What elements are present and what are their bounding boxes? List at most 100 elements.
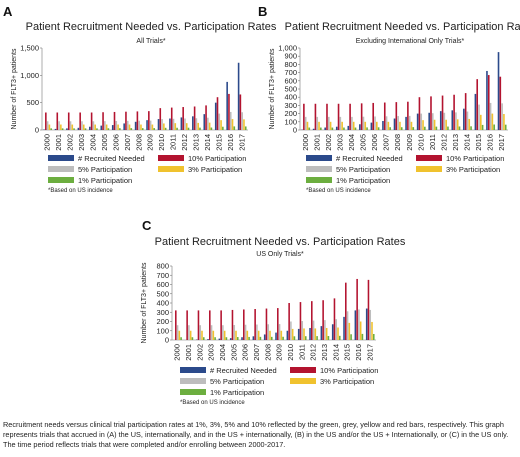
x-tick-label: 2004 — [218, 344, 227, 361]
bar-p5 — [104, 121, 106, 130]
x-tick-label: 2008 — [134, 134, 143, 151]
bar-p5 — [188, 325, 190, 340]
legend-label: # Recruited Needed — [336, 154, 403, 163]
bar-recruited — [393, 118, 396, 130]
bar-p10 — [216, 97, 219, 130]
bar-p10 — [228, 93, 230, 130]
bar-p1 — [308, 127, 311, 130]
chart-subtitle: Excluding International Only Trials* — [356, 38, 465, 45]
bar-p10 — [197, 310, 200, 340]
bar-p1 — [222, 126, 224, 130]
x-tick-label: 2014 — [331, 344, 340, 361]
bar-p1 — [366, 127, 368, 130]
bar-p1 — [236, 337, 239, 340]
bar-recruited — [331, 324, 334, 340]
bar-p10 — [148, 111, 150, 130]
bar-p10 — [56, 112, 59, 130]
bar-p5 — [324, 320, 326, 340]
bar-recruited — [297, 328, 300, 340]
legend-swatch-p1 — [48, 177, 74, 183]
y-tick-label: 500 — [284, 85, 297, 94]
bar-p1 — [141, 128, 144, 130]
y-tick-label: 200 — [156, 317, 169, 326]
bar-p1 — [504, 124, 507, 130]
x-tick-label: 2016 — [354, 344, 363, 361]
bar-recruited — [382, 120, 384, 130]
bar-p5 — [351, 116, 353, 130]
bar-p5 — [92, 121, 95, 130]
legend-label: 3% Participation — [320, 377, 374, 386]
bar-p1 — [61, 128, 64, 130]
x-tick-label: 2017 — [365, 344, 374, 361]
bar-p10 — [441, 95, 444, 130]
bar-recruited — [207, 339, 209, 340]
legend-swatch-p1 — [306, 177, 332, 183]
bar-p3 — [318, 121, 320, 130]
bar-p3 — [503, 114, 505, 130]
bar-recruited — [370, 122, 373, 130]
legend-swatch-recruited — [180, 367, 206, 373]
bar-p5 — [466, 111, 469, 130]
bar-p3 — [48, 124, 51, 130]
bar-p5 — [374, 116, 376, 130]
bar-p1 — [458, 126, 461, 130]
legend-swatch-p5 — [306, 166, 332, 172]
bar-p10 — [345, 282, 347, 340]
bar-p3 — [456, 119, 459, 130]
bar-p5 — [489, 102, 492, 130]
bar-p5 — [46, 121, 49, 130]
x-tick-label: 2011 — [297, 344, 306, 360]
y-tick-label: 700 — [284, 68, 297, 77]
bar-p1 — [304, 336, 307, 340]
bar-p3 — [410, 121, 413, 130]
bar-p10 — [418, 97, 421, 130]
chart-title: Patient Recruitment Needed vs. Participa… — [26, 21, 277, 33]
bar-p5 — [408, 115, 411, 130]
bar-p10 — [209, 310, 211, 340]
bar-p1 — [73, 128, 75, 130]
bar-p5 — [69, 121, 72, 130]
bar-recruited — [439, 111, 442, 130]
bar-recruited — [237, 62, 240, 131]
bar-p3 — [314, 328, 317, 340]
x-tick-label: 2005 — [100, 134, 109, 151]
x-tick-label: 2013 — [192, 134, 201, 151]
bar-p1 — [435, 126, 438, 130]
bar-p1 — [377, 127, 380, 130]
figure-caption: Recruitment needs versus clinical trial … — [3, 420, 509, 449]
bar-p10 — [322, 300, 324, 340]
bar-p1 — [202, 337, 205, 340]
bar-p5 — [420, 113, 423, 130]
bar-p1 — [447, 126, 449, 130]
bar-recruited — [309, 327, 311, 340]
bar-p3 — [185, 123, 188, 130]
bar-p1 — [354, 127, 357, 130]
bar-p3 — [291, 328, 294, 340]
bar-p3 — [445, 119, 447, 130]
bar-p3 — [246, 330, 249, 340]
bar-p1 — [470, 126, 472, 130]
bar-p10 — [476, 79, 479, 130]
bar-recruited — [451, 110, 454, 130]
x-tick-label: 2001 — [184, 344, 193, 361]
x-tick-label: 2004 — [89, 134, 98, 151]
bar-recruited — [359, 124, 361, 130]
bar-recruited — [226, 81, 228, 130]
bar-p3 — [117, 124, 119, 130]
bar-p10 — [349, 103, 351, 130]
bar-recruited — [43, 129, 45, 130]
x-tick-label: 2002 — [324, 134, 333, 151]
bar-p5 — [233, 325, 236, 340]
bar-p3 — [235, 330, 237, 340]
bar-recruited — [416, 113, 419, 130]
figure: A Patient Recruitment Needed vs. Particip… — [3, 4, 520, 406]
bar-p3 — [257, 330, 260, 340]
bar-p10 — [182, 107, 184, 130]
y-tick-label: 800 — [284, 60, 297, 69]
bar-p10 — [464, 93, 467, 130]
y-axis-label: Number of FLT3+ patients — [269, 48, 276, 129]
bar-p1 — [350, 334, 352, 340]
bar-p10 — [288, 303, 290, 340]
bar-p3 — [422, 120, 424, 130]
bar-p10 — [193, 106, 196, 130]
